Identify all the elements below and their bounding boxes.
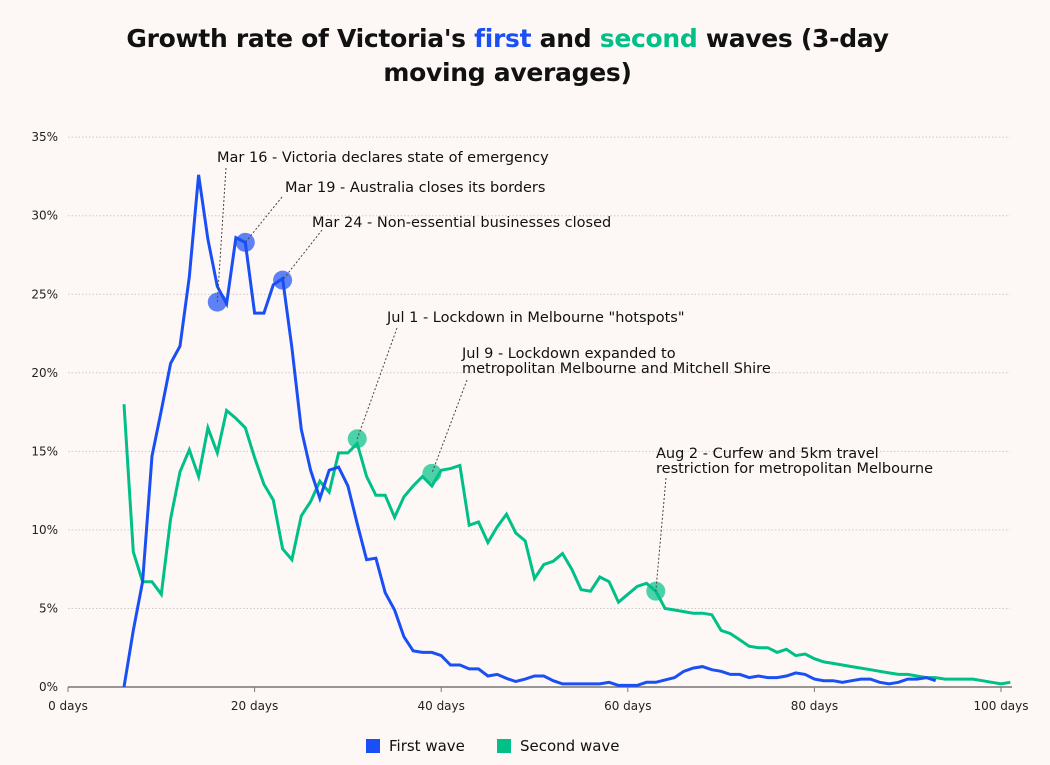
annotation-label: restriction for metropolitan Melbourne bbox=[656, 461, 933, 477]
legend-swatch-second bbox=[497, 739, 511, 753]
title-text: waves (3-day moving averages) bbox=[383, 24, 889, 87]
annotation-label: Mar 19 - Australia closes its borders bbox=[285, 180, 545, 196]
title-text: and bbox=[531, 24, 600, 53]
legend-item-first-wave: First wave bbox=[366, 737, 465, 755]
x-tick-label: 20 days bbox=[231, 699, 278, 713]
annotation-marker bbox=[207, 292, 227, 312]
annotation-leader-line bbox=[655, 477, 667, 592]
y-tick-label: 25% bbox=[31, 287, 58, 301]
y-tick-label: 20% bbox=[31, 366, 58, 380]
y-tick-label: 30% bbox=[31, 209, 58, 223]
legend-label: Second wave bbox=[520, 737, 620, 755]
y-tick-label: 0% bbox=[39, 680, 58, 694]
annotation-label: metropolitan Melbourne and Mitchell Shir… bbox=[462, 361, 771, 377]
annotation-marker bbox=[235, 232, 255, 252]
legend-item-second-wave: Second wave bbox=[497, 737, 620, 755]
x-tick-label: 80 days bbox=[791, 699, 838, 713]
annotation-marker bbox=[422, 463, 442, 483]
x-tick-label: 60 days bbox=[604, 699, 651, 713]
legend-swatch-first bbox=[366, 739, 380, 753]
title-first-highlight: first bbox=[474, 24, 532, 53]
x-tick-label: 0 days bbox=[48, 699, 88, 713]
annotation-label: Jul 9 - Lockdown expanded to bbox=[461, 346, 676, 362]
y-tick-label: 35% bbox=[31, 130, 58, 144]
annotation-leader-line bbox=[431, 379, 468, 474]
annotation-leader-line bbox=[216, 167, 227, 303]
x-tick-label: 100 days bbox=[973, 699, 1028, 713]
y-tick-label: 15% bbox=[31, 444, 58, 458]
series-line-second-wave bbox=[122, 404, 1011, 686]
y-tick-label: 10% bbox=[31, 523, 58, 537]
title-second-highlight: second bbox=[599, 24, 698, 53]
series-line-first-wave bbox=[122, 174, 937, 688]
annotation-leader-line bbox=[282, 229, 323, 281]
x-tick-label: 40 days bbox=[417, 699, 464, 713]
legend-label: First wave bbox=[389, 737, 465, 755]
chart-title: Growth rate of Victoria's first and seco… bbox=[80, 22, 935, 90]
annotation-label: Mar 16 - Victoria declares state of emer… bbox=[217, 150, 549, 166]
annotation-leader-line bbox=[244, 196, 283, 243]
annotation-marker bbox=[273, 270, 293, 290]
annotation-label: Mar 24 - Non-essential businesses closed bbox=[312, 215, 611, 231]
annotation-label: Jul 1 - Lockdown in Melbourne "hotspots" bbox=[386, 310, 685, 326]
title-text: Growth rate of Victoria's bbox=[126, 24, 475, 53]
y-tick-label: 5% bbox=[39, 601, 58, 615]
annotation-leader-line bbox=[356, 327, 398, 439]
annotation-label: Aug 2 - Curfew and 5km travel bbox=[656, 446, 879, 462]
